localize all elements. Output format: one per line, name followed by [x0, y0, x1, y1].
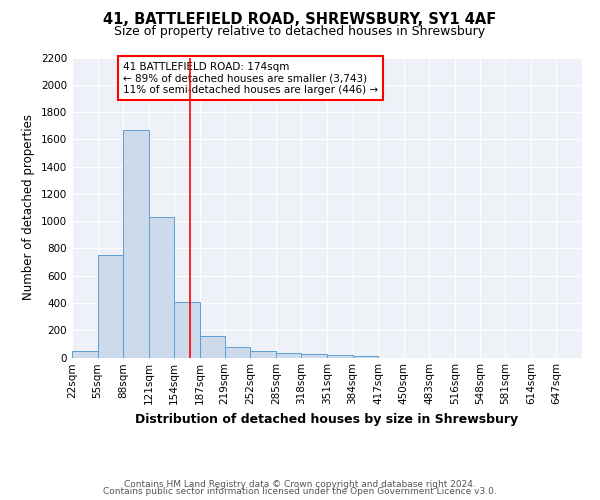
Text: Contains HM Land Registry data © Crown copyright and database right 2024.: Contains HM Land Registry data © Crown c…: [124, 480, 476, 489]
Bar: [98, 255, 123, 358]
Bar: [276, 352, 301, 358]
Text: 41 BATTLEFIELD ROAD: 174sqm
← 89% of detached houses are smaller (3,743)
11% of : 41 BATTLEFIELD ROAD: 174sqm ← 89% of det…: [123, 62, 378, 95]
Text: Contains public sector information licensed under the Open Government Licence v3: Contains public sector information licen…: [103, 487, 497, 496]
Bar: [301, 354, 327, 358]
Text: 41, BATTLEFIELD ROAD, SHREWSBURY, SY1 4AF: 41, BATTLEFIELD ROAD, SHREWSBURY, SY1 4A…: [103, 12, 497, 28]
Bar: [327, 356, 353, 358]
Bar: [224, 346, 250, 358]
X-axis label: Distribution of detached houses by size in Shrewsbury: Distribution of detached houses by size …: [136, 413, 518, 426]
Y-axis label: Number of detached properties: Number of detached properties: [22, 114, 35, 300]
Text: Size of property relative to detached houses in Shrewsbury: Size of property relative to detached ho…: [115, 25, 485, 38]
Bar: [123, 130, 149, 358]
Bar: [250, 352, 276, 358]
Bar: [149, 217, 175, 358]
Bar: [72, 350, 98, 358]
Bar: [353, 356, 378, 358]
Bar: [175, 302, 200, 358]
Bar: [200, 336, 224, 357]
